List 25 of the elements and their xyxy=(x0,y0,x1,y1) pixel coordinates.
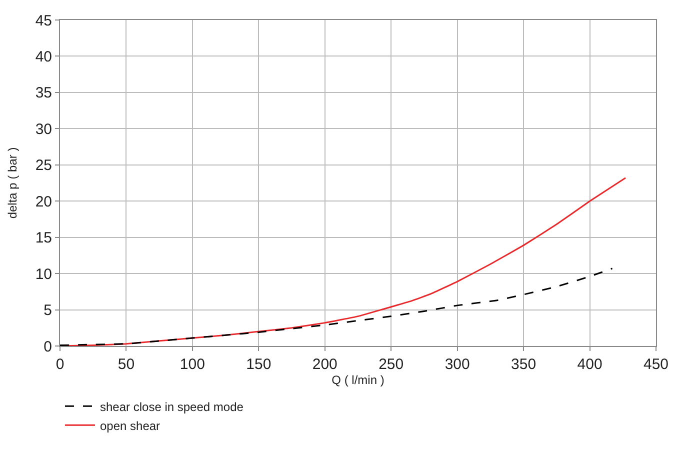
x-tick-label: 300 xyxy=(444,356,470,373)
y-tick-label: 0 xyxy=(44,338,52,356)
y-tick-label: 5 xyxy=(44,302,52,320)
x-tick-label: 0 xyxy=(56,356,64,373)
x-tick-label: 100 xyxy=(180,356,205,373)
y-tick-label: 10 xyxy=(35,266,52,283)
x-tick-label: 150 xyxy=(246,356,272,373)
x-tick-label: 400 xyxy=(577,356,602,373)
x-tick-label: 350 xyxy=(511,356,536,373)
y-axis-title: delta p ( bar ) xyxy=(6,147,20,219)
y-tick-label: 25 xyxy=(35,157,52,174)
x-axis-title: Q ( l/min ) xyxy=(332,373,384,387)
legend-label: open shear xyxy=(100,418,160,433)
x-tick-label: 450 xyxy=(643,356,669,373)
x-tick-label: 50 xyxy=(118,356,135,373)
x-tick-label: 200 xyxy=(312,356,338,373)
line-series xyxy=(60,268,614,346)
y-tick-label: 35 xyxy=(35,84,52,102)
x-tick-label: 250 xyxy=(378,356,404,373)
y-tick-label: 40 xyxy=(35,48,52,66)
y-tick-label: 20 xyxy=(35,193,52,210)
y-tick-label: 45 xyxy=(35,12,52,30)
legend-label: shear close in speed mode xyxy=(100,400,244,414)
y-tick-label: 15 xyxy=(35,230,52,247)
y-tick-label: 30 xyxy=(35,120,52,138)
